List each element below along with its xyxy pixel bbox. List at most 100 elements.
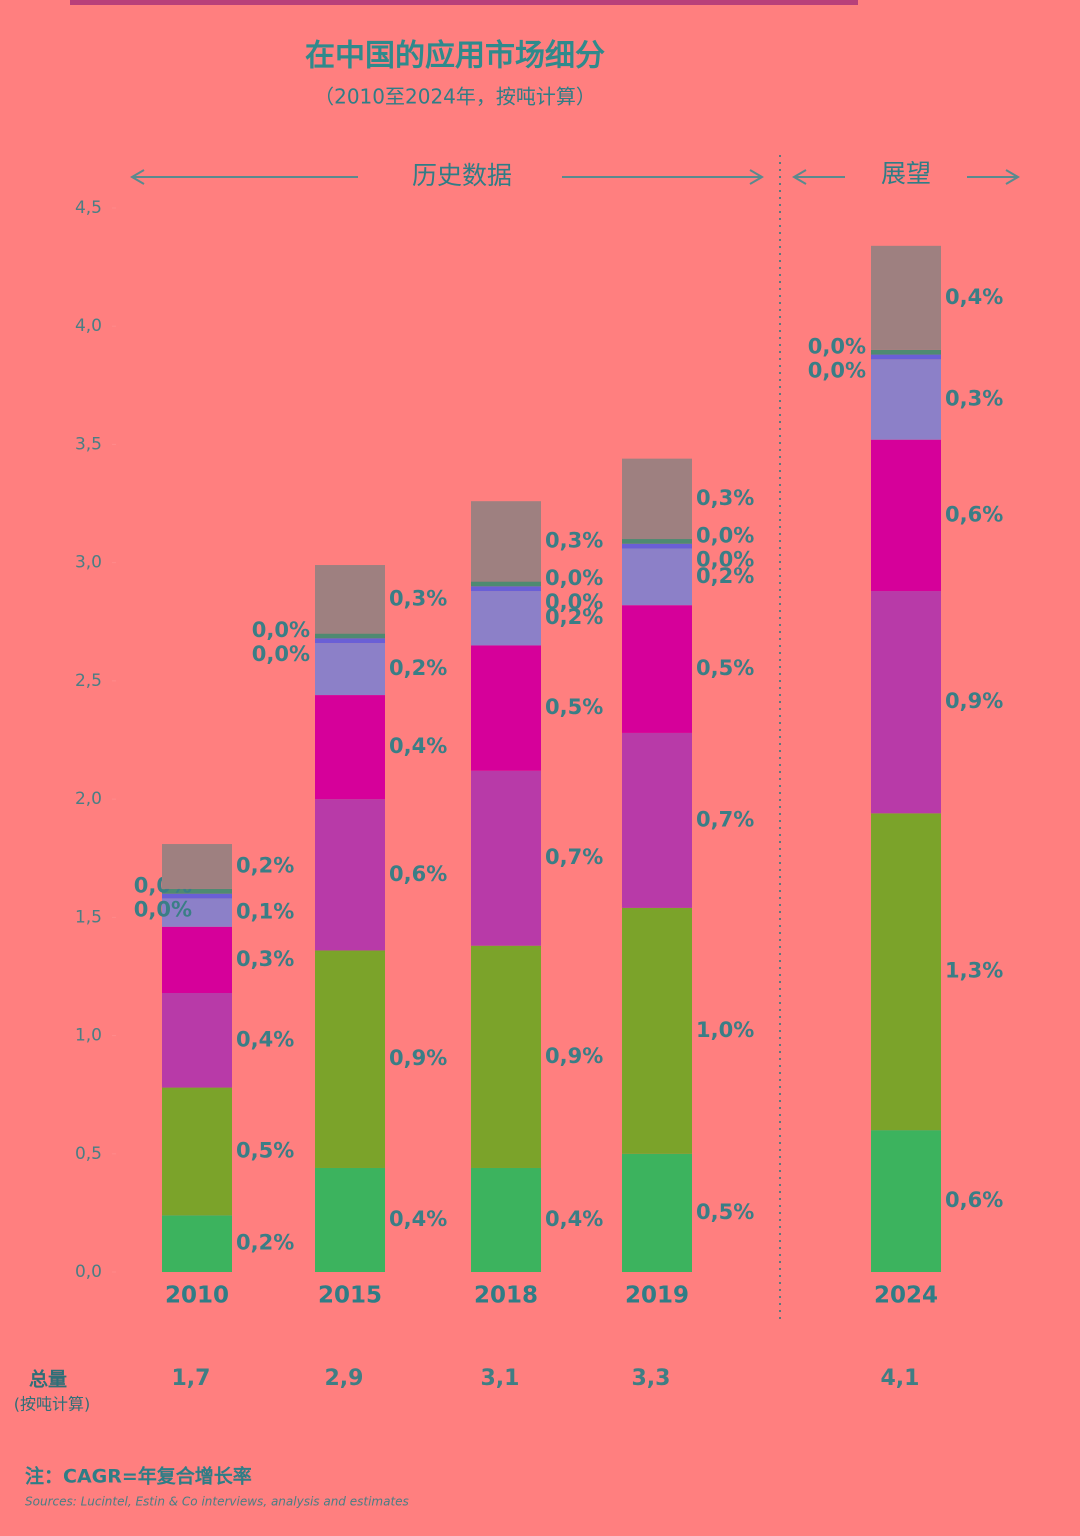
y-tick-label: 3,0: [75, 553, 102, 573]
value-label: 0,0%: [808, 358, 866, 382]
bar-segment: [315, 695, 385, 800]
value-label: 0,3%: [389, 586, 447, 610]
y-tick-label: 0,0: [75, 1262, 102, 1282]
value-label: 1,3%: [945, 959, 1003, 983]
bar-segment: [162, 844, 232, 889]
bar-segment: [162, 992, 232, 1088]
bar-segment: [162, 898, 232, 927]
value-label: 0,2%: [236, 1231, 294, 1255]
bar-segment: [871, 813, 941, 1131]
bar-segment: [162, 1087, 232, 1216]
bar-segment: [871, 439, 941, 592]
bar-segment: [471, 586, 541, 592]
value-label: 0,0%: [545, 566, 603, 590]
bar-segment: [315, 1167, 385, 1272]
y-tick-label: 4,0: [75, 316, 102, 336]
value-label: 0,4%: [236, 1027, 294, 1051]
total-label: 3,3: [632, 1366, 671, 1391]
arrows: [130, 169, 1020, 185]
top-bar: [70, 0, 858, 5]
bar-segment: [471, 501, 541, 582]
y-tick-label: 4,5: [75, 198, 102, 218]
value-label: 0,2%: [389, 656, 447, 680]
bar-segment: [162, 926, 232, 993]
bar-segment: [622, 548, 692, 606]
bar-segment: [622, 1153, 692, 1272]
y-tick-label: 2,5: [75, 671, 102, 691]
totals-title: 总量: [29, 1368, 67, 1391]
value-label: 0,5%: [696, 1200, 754, 1224]
chart-subtitle: （2010至2024年，按吨计算）: [314, 85, 596, 109]
totals-unit: (按吨计算): [14, 1395, 91, 1414]
note: 注：CAGR=年复合增长率: [25, 1465, 252, 1488]
value-label: 0,0%: [545, 590, 603, 614]
x-tick-label: 2010: [165, 1283, 229, 1309]
y-tick-label: 1,5: [75, 907, 102, 927]
value-label: 0,0%: [808, 334, 866, 358]
value-label: 0,3%: [696, 486, 754, 510]
value-label: 0,7%: [696, 807, 754, 831]
value-label: 0,6%: [945, 1188, 1003, 1212]
bar-segment: [315, 633, 385, 639]
value-label: 0,9%: [545, 1044, 603, 1068]
value-label: 0,2%: [545, 605, 603, 629]
source: Sources: Lucintel, Estin & Co interviews…: [25, 1495, 409, 1509]
value-label: 0,2%: [696, 564, 754, 588]
bar-segment: [471, 581, 541, 587]
value-label: 0,4%: [545, 1207, 603, 1231]
value-label: 0,0%: [696, 547, 754, 571]
bar-segment: [162, 893, 232, 899]
bar-segment: [871, 359, 941, 440]
bar-segment: [315, 643, 385, 696]
bar-segment: [871, 1130, 941, 1272]
value-label: 0,5%: [545, 695, 603, 719]
bar-segment: [471, 1167, 541, 1272]
x-tick-label: 2024: [874, 1283, 938, 1309]
total-label: 3,1: [481, 1366, 520, 1391]
value-label: 0,0%: [696, 523, 754, 547]
value-label: 0,3%: [945, 387, 1003, 411]
y-tick-label: 3,5: [75, 434, 102, 454]
bar-segment: [162, 888, 232, 894]
value-label: 0,6%: [389, 862, 447, 886]
bar-segment: [622, 458, 692, 540]
value-label: 0,4%: [389, 734, 447, 758]
x-tick-label: 2019: [625, 1283, 689, 1309]
bar-segment: [471, 945, 541, 1168]
y-tick-label: 0,5: [75, 1144, 102, 1164]
chart-title: 在中国的应用市场细分: [305, 39, 605, 74]
bar-segment: [871, 354, 941, 360]
bar-segment: [871, 349, 941, 355]
value-label: 0,6%: [945, 502, 1003, 526]
value-label: 0,5%: [236, 1138, 294, 1162]
value-label: 0,5%: [696, 656, 754, 680]
value-label: 0,4%: [389, 1207, 447, 1231]
value-label: 0,0%: [252, 618, 310, 642]
total-label: 4,1: [881, 1366, 920, 1391]
bar-segment: [622, 907, 692, 1154]
bar-segment: [315, 950, 385, 1168]
bar-segment: [622, 605, 692, 733]
value-label: 0,7%: [545, 845, 603, 869]
bar-segment: [471, 645, 541, 771]
bar-segment: [471, 591, 541, 646]
value-label: 0,9%: [389, 1046, 447, 1070]
bar-segment: [622, 539, 692, 544]
bar-segment: [315, 565, 385, 634]
bar-segment: [622, 543, 692, 549]
total-label: 1,7: [172, 1366, 211, 1391]
value-label: 0,2%: [236, 853, 294, 877]
value-label: 0,3%: [236, 947, 294, 971]
x-tick-label: 2018: [474, 1283, 538, 1309]
value-label: 0,0%: [252, 642, 310, 666]
value-label: 0,4%: [945, 285, 1003, 309]
bar-segment: [162, 1215, 232, 1272]
x-tick-label: 2015: [318, 1283, 382, 1309]
section-label: 展望: [881, 159, 931, 188]
value-label: 0,0%: [134, 897, 192, 921]
bar-segment: [622, 732, 692, 908]
section-label: 历史数据: [412, 161, 512, 190]
value-label: 0,1%: [236, 900, 294, 924]
bar-segment: [871, 245, 941, 350]
